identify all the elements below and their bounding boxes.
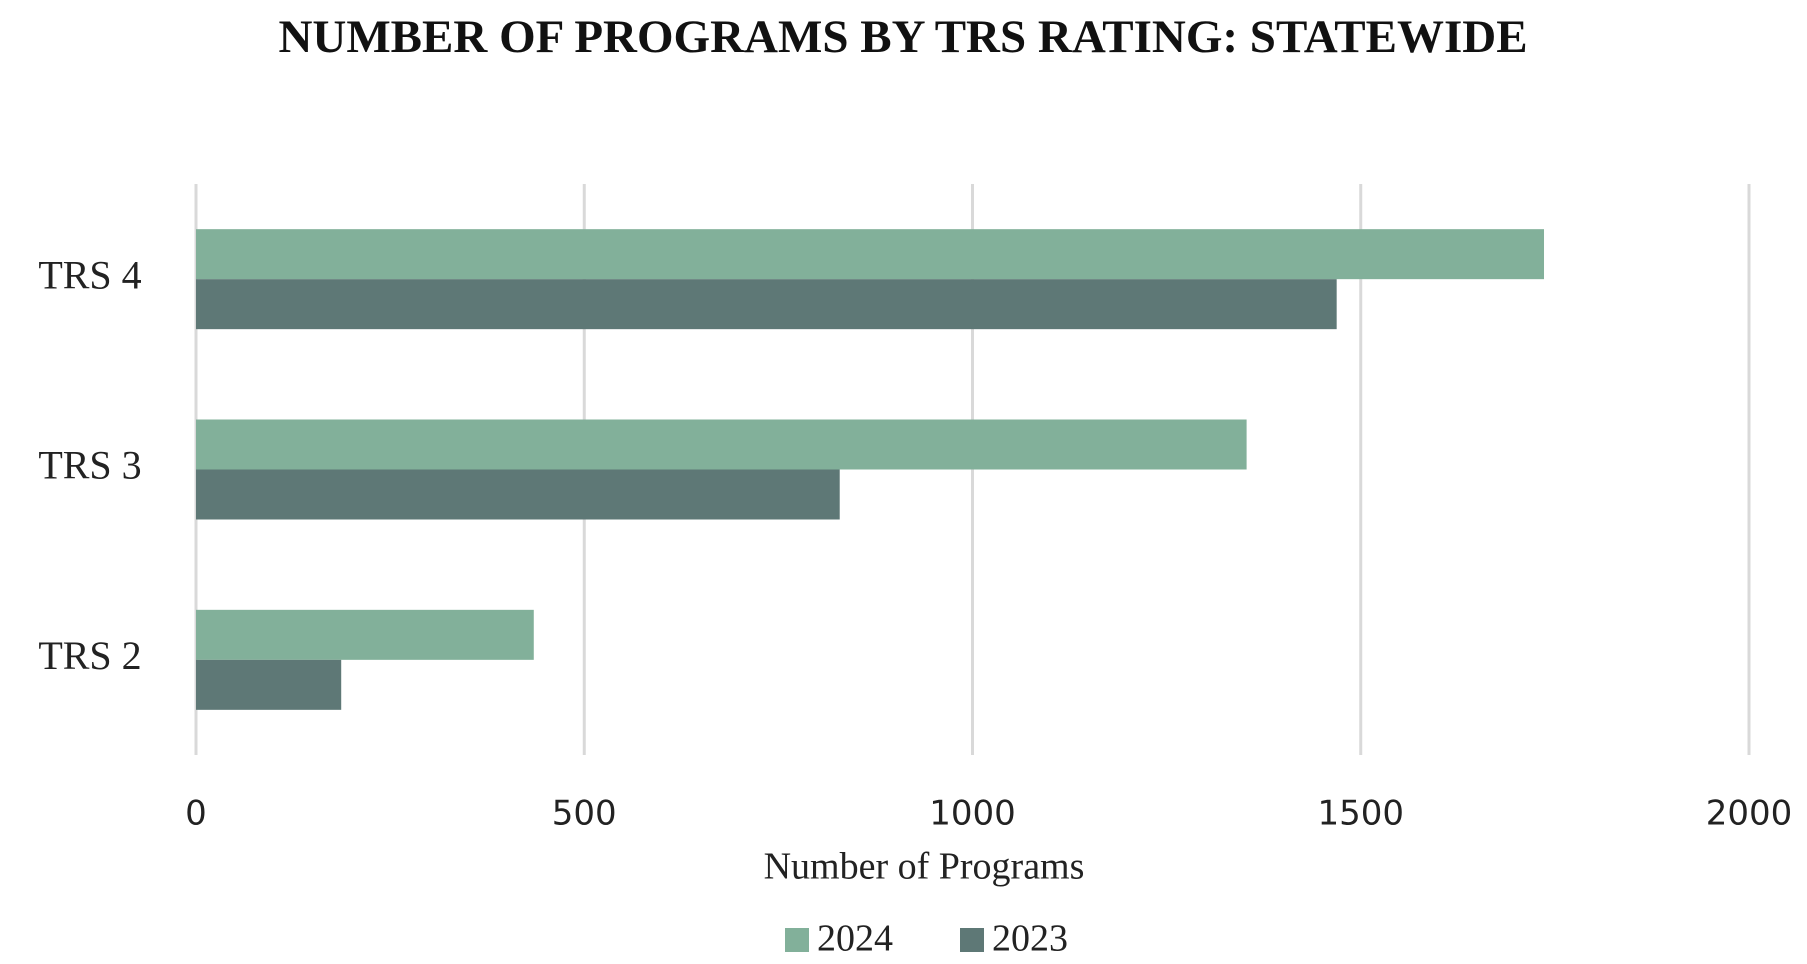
x-axis-title: Number of Programs [764, 846, 1085, 888]
x-tick-label: 1000 [929, 794, 1016, 834]
bar [196, 469, 840, 520]
legend-swatch [960, 928, 984, 952]
x-tick-label: 2000 [1706, 794, 1793, 834]
bar [196, 279, 1337, 330]
legend-label: 2024 [817, 918, 893, 960]
x-tick-label: 0 [185, 794, 207, 834]
y-tick-label: TRS 2 [38, 633, 141, 678]
x-tick-label: 1500 [1317, 794, 1404, 834]
x-tick-label: 500 [552, 794, 617, 834]
bar [196, 229, 1545, 280]
bar [196, 659, 342, 710]
chart-title: NUMBER OF PROGRAMS BY TRS RATING: STATEW… [278, 11, 1528, 63]
bar [196, 609, 534, 660]
legend-swatch [785, 928, 809, 952]
y-tick-label: TRS 3 [38, 443, 141, 488]
y-tick-label: TRS 4 [38, 252, 141, 297]
legend-label: 2023 [992, 918, 1068, 960]
bar [196, 419, 1247, 470]
